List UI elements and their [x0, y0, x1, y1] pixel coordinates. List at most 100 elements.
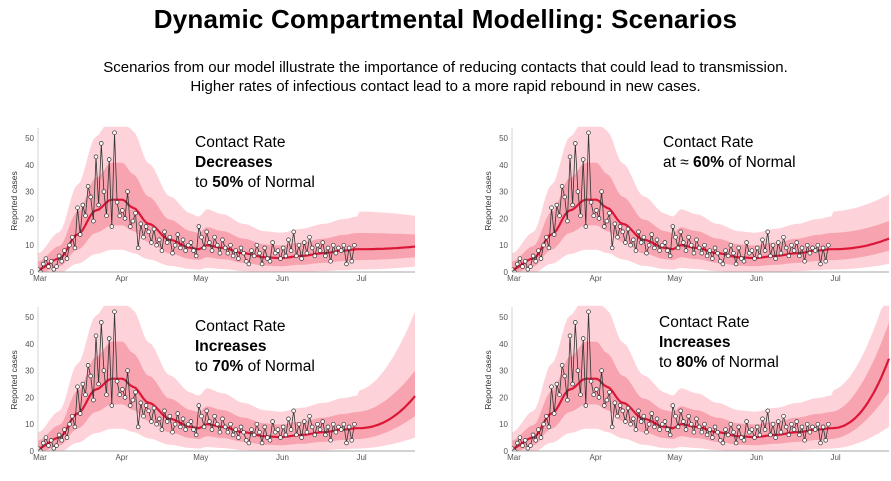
observed-point — [807, 429, 813, 435]
annotation-line2-bold: Increases — [195, 338, 267, 355]
observed-point — [826, 421, 831, 427]
observed-point — [733, 440, 739, 446]
observed-point — [583, 224, 589, 229]
observed-point — [670, 403, 676, 408]
observed-point — [265, 435, 270, 440]
observed-point — [712, 245, 718, 251]
observed-point — [309, 424, 315, 430]
observed-point — [85, 363, 91, 368]
page-title: Dynamic Compartmental Modelling: Scenari… — [153, 4, 738, 34]
observed-point — [631, 416, 636, 422]
annotation-line1: Contact Rate — [659, 314, 750, 331]
x-tick-label: Jun — [750, 453, 763, 462]
observed-point — [228, 242, 233, 248]
observed-point — [77, 411, 83, 416]
observed-point — [725, 432, 731, 438]
observed-point — [823, 259, 828, 264]
annotation-line3-bold: 70% — [212, 358, 244, 375]
observed-point — [220, 237, 225, 243]
observed-point — [323, 432, 328, 438]
observed-point — [304, 429, 310, 435]
observed-point — [162, 408, 167, 414]
observed-point — [776, 419, 781, 424]
observed-point — [525, 267, 531, 272]
observed-point — [620, 408, 625, 414]
observed-point — [352, 242, 357, 248]
observed-point — [797, 432, 802, 438]
observed-point — [167, 234, 173, 240]
observed-point — [112, 309, 117, 314]
observed-point — [683, 427, 689, 432]
observed-point — [167, 413, 173, 419]
observed-point — [757, 432, 763, 438]
observed-point — [143, 224, 149, 229]
observed-point — [151, 226, 157, 232]
observed-point — [188, 240, 194, 245]
plot-area — [512, 305, 891, 451]
observed-point — [789, 421, 794, 427]
observed-point — [675, 424, 681, 430]
observed-point — [810, 424, 815, 430]
observed-point — [154, 421, 159, 427]
observed-point — [336, 245, 341, 251]
observed-point — [602, 224, 607, 229]
observed-point — [236, 435, 241, 440]
observed-point — [652, 424, 657, 430]
observed-point — [309, 245, 315, 251]
observed-point — [818, 440, 823, 446]
observed-point — [678, 229, 683, 235]
observed-point — [236, 256, 241, 261]
inner-uncertainty-band — [38, 162, 415, 272]
observed-point — [546, 245, 552, 251]
observed-point — [649, 411, 654, 416]
observed-point — [296, 421, 302, 427]
observed-point — [244, 259, 249, 264]
observed-point — [625, 226, 631, 232]
observed-point — [217, 429, 223, 435]
observed-point — [80, 381, 86, 387]
observed-point — [533, 438, 538, 443]
y-tick-label: 10 — [25, 241, 34, 250]
observed-point — [346, 245, 352, 251]
observed-point — [80, 202, 86, 208]
observed-point — [317, 427, 323, 432]
observed-point — [64, 435, 70, 440]
x-tick-label: Apr — [589, 453, 602, 462]
observed-point — [720, 440, 726, 446]
observed-point — [628, 242, 633, 248]
observed-point — [320, 240, 325, 245]
observed-point — [768, 253, 773, 259]
observed-point — [215, 421, 220, 427]
observed-point — [660, 242, 665, 248]
observed-point — [249, 427, 254, 432]
chart-panel-increase-80: 0 10 20 30 40 50 Mar Apr May Jun Jul Reported cases… — [479, 303, 891, 479]
observed-point — [186, 242, 191, 248]
observed-point — [781, 234, 786, 240]
observed-point — [799, 245, 805, 251]
observed-point — [683, 248, 689, 253]
annotation-line1: Contact Rate — [195, 134, 286, 151]
inner-uncertainty-band — [512, 322, 889, 451]
observed-point — [544, 234, 549, 240]
observed-point — [596, 216, 602, 221]
observed-point — [41, 261, 46, 267]
observed-point — [96, 202, 101, 208]
observed-point — [615, 413, 620, 419]
observed-point — [56, 432, 62, 438]
observed-point — [299, 256, 304, 261]
annotation-line1: Contact Rate — [195, 318, 286, 335]
chart-svg: 0 10 20 30 40 50 Mar Apr May Jun Jul Reported cases — [9, 305, 416, 462]
observed-point — [283, 432, 289, 438]
y-tick-label: 50 — [25, 134, 34, 143]
observed-point — [51, 267, 57, 272]
observed-point — [83, 392, 88, 397]
y-axis-label: Reported cases — [483, 171, 493, 231]
y-axis-label: Reported cases — [9, 171, 19, 231]
observed-point — [741, 259, 747, 264]
observed-point — [528, 443, 533, 448]
observed-point — [617, 403, 623, 408]
observed-point — [201, 424, 207, 430]
observed-point — [636, 229, 641, 235]
observed-point — [744, 419, 749, 424]
observed-point — [696, 424, 702, 430]
